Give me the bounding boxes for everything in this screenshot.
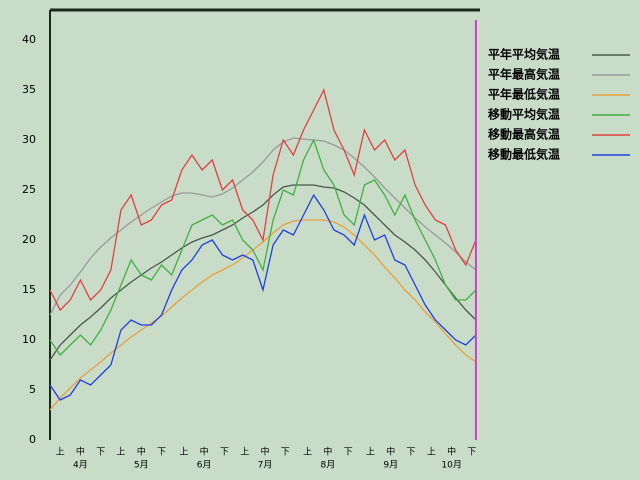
series-line <box>49 193 477 401</box>
month-label: 8月 <box>321 460 336 471</box>
x-tick-label: 上 <box>179 447 188 458</box>
x-tick-label: 中 <box>200 446 209 458</box>
y-tick-label: 20 <box>22 233 36 246</box>
y-tick-label: 0 <box>29 433 36 446</box>
month-label: 9月 <box>383 460 398 471</box>
y-tick-label: 5 <box>29 383 36 396</box>
x-tick-label: 中 <box>76 446 85 458</box>
x-tick-label: 下 <box>157 448 166 458</box>
series-line <box>49 88 477 312</box>
x-tick-label: 上 <box>427 447 436 458</box>
series-line <box>49 138 477 357</box>
legend-label: 移動最低気温 <box>488 147 560 162</box>
legend-label: 平年最高気温 <box>488 67 560 82</box>
month-label: 5月 <box>134 460 149 471</box>
legend-label: 移動平均気温 <box>488 107 560 122</box>
y-tick-label: 25 <box>22 183 36 196</box>
x-tick-label: 上 <box>56 447 65 458</box>
x-tick-label: 下 <box>344 448 353 458</box>
x-tick-label: 上 <box>116 447 125 458</box>
x-tick-label: 中 <box>137 446 146 458</box>
x-tick-label: 中 <box>260 446 269 458</box>
x-tick-label: 下 <box>407 448 416 458</box>
legend-label: 平年最低気温 <box>488 87 560 102</box>
month-label: 7月 <box>258 460 273 471</box>
series-line <box>49 219 477 411</box>
y-tick-label: 15 <box>22 283 36 296</box>
x-tick-label: 下 <box>220 448 229 458</box>
y-tick-label: 35 <box>22 83 36 96</box>
x-tick-label: 中 <box>386 446 395 458</box>
x-tick-label: 上 <box>303 447 312 458</box>
x-tick-label: 中 <box>323 446 332 458</box>
x-tick-label: 上 <box>240 447 249 458</box>
x-tick-label: 下 <box>96 448 105 458</box>
x-tick-label: 中 <box>447 446 456 458</box>
y-tick-label: 10 <box>22 333 36 346</box>
series-line <box>49 137 477 316</box>
x-tick-label: 下 <box>281 448 290 458</box>
x-tick-label: 上 <box>366 447 375 458</box>
legend-label: 移動最高気温 <box>488 127 560 142</box>
x-tick-label: 下 <box>467 448 476 458</box>
series-line <box>49 184 477 361</box>
month-label: 10月 <box>441 460 461 471</box>
legend-label: 平年平均気温 <box>488 47 560 62</box>
y-tick-label: 30 <box>22 133 36 146</box>
month-label: 6月 <box>197 460 212 471</box>
y-tick-label: 40 <box>22 33 36 46</box>
month-label: 4月 <box>73 460 88 471</box>
